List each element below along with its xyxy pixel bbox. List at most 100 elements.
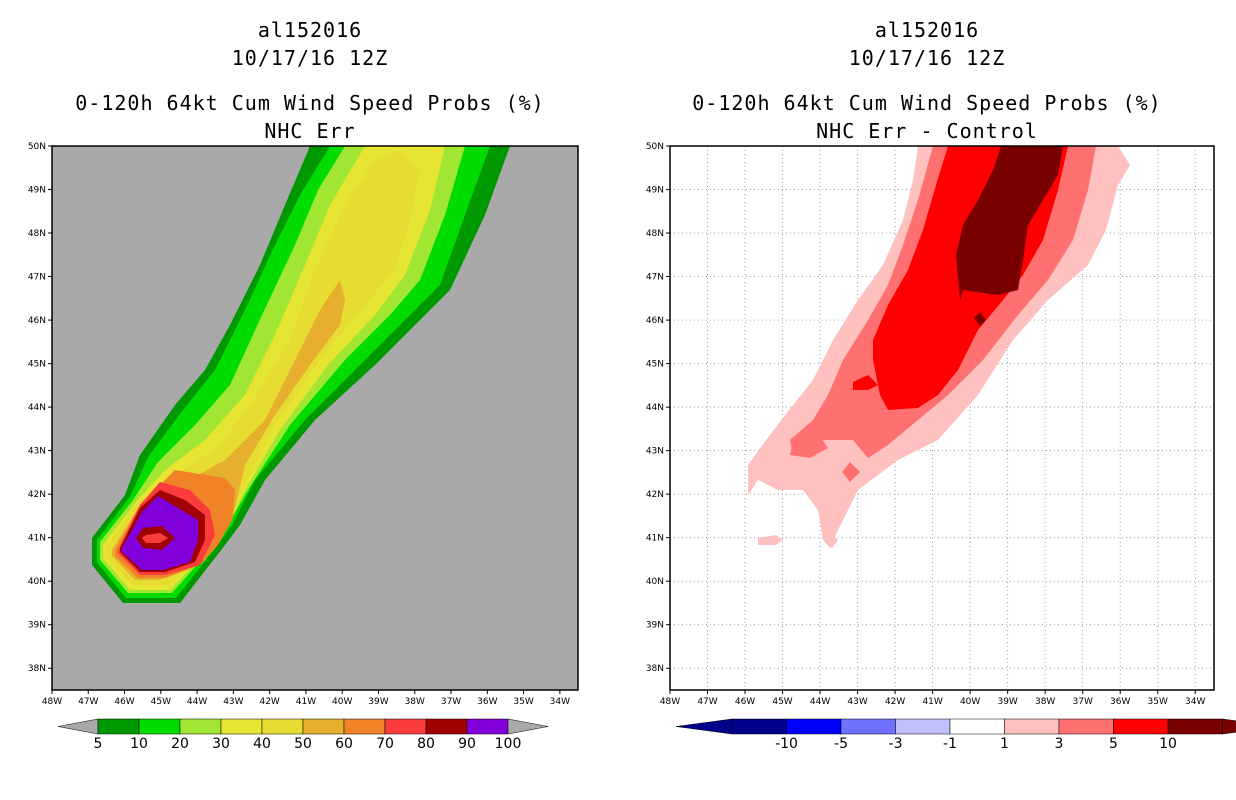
x-tick-label: 40W	[960, 697, 980, 707]
left-title-date: 10/17/16 12Z	[231, 46, 389, 70]
y-tick-label: 42N	[28, 490, 46, 500]
colorbar-label: 20	[171, 736, 189, 752]
x-tick-label: 48W	[660, 697, 680, 707]
colorbar-arrow-high	[1222, 718, 1236, 735]
diff-contour-1-islet	[758, 535, 783, 545]
y-tick-label: 50N	[646, 142, 664, 152]
diff-contour-10	[956, 146, 1063, 300]
colorbar-label: 50	[294, 736, 312, 752]
colorbar-label: 5	[94, 736, 103, 752]
y-tick-label: 41N	[646, 534, 664, 544]
colorbar-label: 40	[253, 736, 271, 752]
colorbar-swatch	[1113, 718, 1169, 735]
x-tick-label: 48W	[42, 697, 62, 707]
x-tick-label: 41W	[922, 697, 942, 707]
diff-contour-3-islet	[790, 430, 828, 458]
left-colorbar: 5 10 20 30 40 50 60 70 80 90 100	[57, 718, 549, 752]
y-tick-label: 39N	[646, 621, 664, 631]
colorbar-arrow-low	[57, 718, 99, 735]
x-tick-label: 34W	[550, 697, 570, 707]
y-tick-label: 41N	[28, 534, 46, 544]
y-tick-label: 47N	[646, 273, 664, 283]
left-title-storm: al152016	[257, 18, 363, 42]
x-tick-label: 35W	[513, 697, 533, 707]
contour-100-peak	[142, 533, 168, 543]
x-tick-label: 44W	[810, 697, 830, 707]
x-tick-label: 38W	[405, 697, 425, 707]
colorbar-swatch	[895, 718, 951, 735]
colorbar-swatch	[949, 718, 1005, 735]
colorbar-label: 60	[335, 736, 353, 752]
x-tick-label: 47W	[78, 697, 98, 707]
y-tick-label: 47N	[28, 273, 46, 283]
colorbar-swatch	[466, 718, 509, 735]
colorbar-label: 90	[458, 736, 476, 752]
y-tick-label: 38N	[28, 664, 46, 674]
colorbar-swatch	[343, 718, 386, 735]
y-tick-label: 38N	[646, 664, 664, 674]
map-frame	[51, 145, 579, 691]
x-tick-label: 44W	[187, 697, 207, 707]
y-tick-label: 46N	[28, 316, 46, 326]
diff-contour-1-islet2	[824, 532, 838, 548]
difference-swath	[748, 146, 1130, 548]
left-title-product: 0-120h 64kt Cum Wind Speed Probs (%)	[75, 91, 545, 115]
y-tick-label: 43N	[646, 447, 664, 457]
colorbar-swatch	[384, 718, 427, 735]
diff-contour-10-islet	[974, 312, 986, 326]
x-tick-label: 42W	[259, 697, 279, 707]
right-title-product: 0-120h 64kt Cum Wind Speed Probs (%)	[692, 91, 1162, 115]
x-tick-label: 46W	[735, 697, 755, 707]
y-tick-label: 40N	[646, 577, 664, 587]
x-tick-label: 35W	[1148, 697, 1168, 707]
y-tick-label: 49N	[28, 186, 46, 196]
x-tick-label: 36W	[477, 697, 497, 707]
colorbar-swatch	[1004, 718, 1060, 735]
right-title-sub: NHC Err - Control	[816, 119, 1038, 143]
colorbar-label: 10	[1159, 736, 1177, 752]
colorbar-swatch	[220, 718, 263, 735]
colorbar-swatch	[1058, 718, 1114, 735]
colorbar-label: 1	[1000, 736, 1009, 752]
x-tick-label: 47W	[697, 697, 717, 707]
colorbar-swatch	[731, 718, 787, 735]
probability-swath	[92, 146, 510, 603]
y-tick-label: 46N	[646, 316, 664, 326]
x-tick-label: 37W	[1073, 697, 1093, 707]
colorbar-label: -5	[834, 736, 848, 752]
y-tick-label: 45N	[646, 360, 664, 370]
colorbar-swatch	[302, 718, 345, 735]
colorbar-label: 70	[376, 736, 394, 752]
colorbar-swatch	[97, 718, 140, 735]
left-title-sub: NHC Err	[264, 119, 356, 143]
colorbar-label: -3	[889, 736, 903, 752]
y-tick-label: 42N	[646, 490, 664, 500]
colorbar-arrow-low	[675, 718, 733, 735]
right-colorbar: -10 -5 -3 -1 1 3 5 10	[675, 718, 1236, 752]
x-tick-label: 46W	[114, 697, 134, 707]
colorbar-label: 3	[1055, 736, 1064, 752]
colorbar-label: 10	[130, 736, 148, 752]
left-panel: al152016 10/17/16 12Z 0-120h 64kt Cum Wi…	[28, 18, 579, 752]
x-tick-label: 45W	[151, 697, 171, 707]
y-tick-label: 48N	[28, 229, 46, 239]
left-axes: 48W 47W 46W 45W 44W 43W 42W 41W 40W 39W 38W 37W 36W 3…	[28, 142, 570, 707]
x-tick-label: 41W	[296, 697, 316, 707]
y-tick-label: 43N	[28, 447, 46, 457]
colorbar-label: 100	[495, 736, 522, 752]
right-title-date: 10/17/16 12Z	[848, 46, 1006, 70]
y-tick-label: 40N	[28, 577, 46, 587]
colorbar-swatch	[786, 718, 842, 735]
right-panel: al152016 10/17/16 12Z 0-120h 64kt Cum Wi…	[618, 0, 1236, 800]
y-tick-label: 39N	[28, 621, 46, 631]
diff-contour-3-islet2	[842, 462, 860, 482]
colorbar-swatch	[261, 718, 304, 735]
x-tick-label: 34W	[1185, 697, 1205, 707]
left-map: 48W 47W 46W 45W 44W 43W 42W 41W 40W 39W 38W 37W 36W 3…	[28, 142, 579, 752]
y-tick-label: 50N	[28, 142, 46, 152]
x-tick-label: 43W	[847, 697, 867, 707]
colorbar-swatch	[840, 718, 896, 735]
x-tick-label: 43W	[223, 697, 243, 707]
y-tick-label: 48N	[646, 229, 664, 239]
right-title-storm: al152016	[874, 18, 980, 42]
